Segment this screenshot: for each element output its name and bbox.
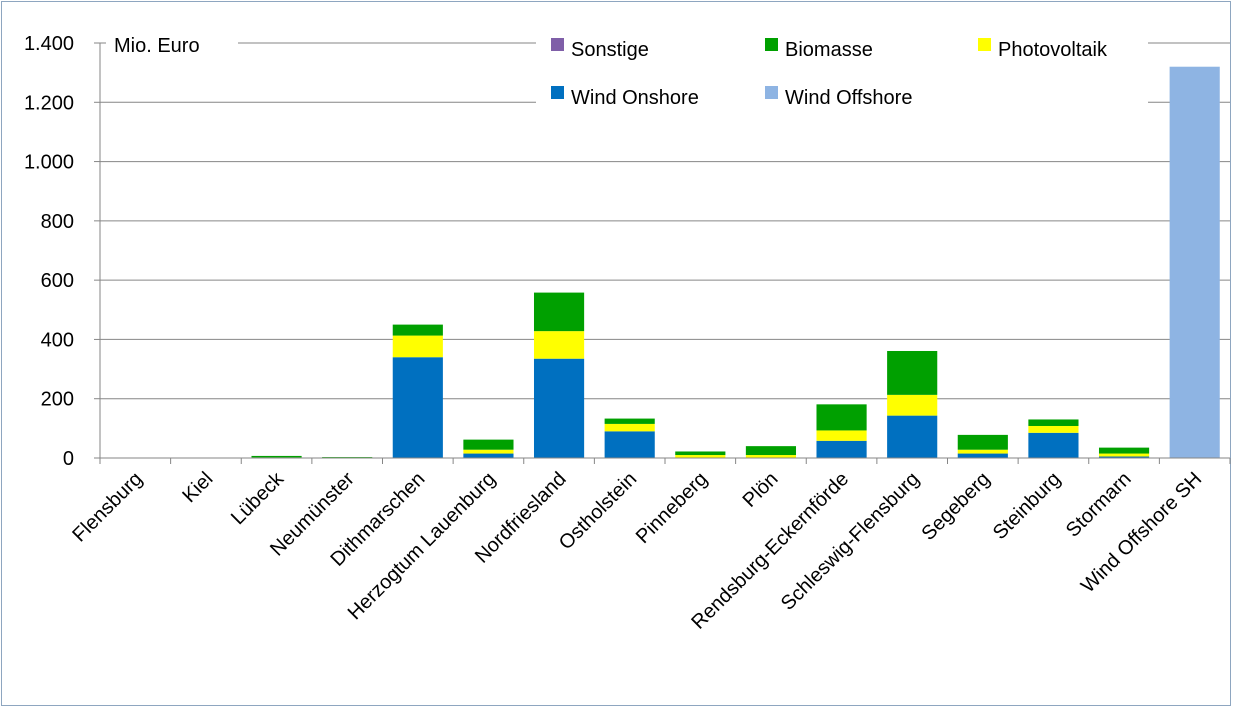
y-tick-label: 1.000 [24, 152, 74, 174]
bar-segment-photovoltaik [745, 455, 797, 458]
bar-segment-wind-onshore [392, 357, 443, 458]
bar-segment-photovoltaik [604, 423, 655, 432]
bar-segment-wind-onshore [463, 453, 514, 458]
bar-segment-biomasse [392, 324, 443, 336]
y-tick-label: 1.200 [24, 92, 74, 114]
bar-segment-photovoltaik [675, 455, 726, 458]
bar-segment-photovoltaik [1028, 425, 1079, 433]
legend-label: Wind Offshore [785, 87, 912, 109]
bar-segment-biomasse [1098, 447, 1150, 454]
bar-segment-wind-offshore [1169, 66, 1220, 458]
bar-segment-wind-onshore [887, 415, 938, 458]
bar-segment-biomasse [533, 292, 585, 332]
bar-segment-photovoltaik [392, 335, 443, 358]
bar-segment-biomasse [887, 350, 938, 395]
bar-segment-wind-onshore [1098, 456, 1150, 458]
x-tick-label: Lübeck [227, 467, 289, 529]
y-tick-label: 1.400 [24, 33, 74, 55]
legend-swatch [765, 38, 778, 51]
y-tick-label: 0 [63, 448, 74, 470]
bar-segment-photovoltaik [533, 331, 585, 359]
y-tick-label: 800 [41, 211, 74, 233]
bars [251, 66, 1220, 458]
bar-segment-wind-onshore [816, 440, 867, 458]
bar-segment-biomasse [957, 434, 1008, 450]
bar-segment-biomasse [463, 439, 514, 450]
legend-label: Sonstige [571, 39, 649, 61]
bar-segment-biomasse [675, 451, 726, 456]
bar-segment-photovoltaik [816, 430, 867, 441]
x-tick-label: Stormarn [1062, 468, 1136, 542]
y-tick-label: 200 [41, 389, 74, 411]
unit-label: Mio. Euro [114, 35, 200, 57]
bar-segment-biomasse [251, 455, 302, 458]
x-tick-label: Plön [739, 468, 783, 512]
x-tick-label: Schleswig-Flensburg [777, 468, 924, 615]
bar-segment-wind-onshore [533, 358, 585, 458]
legend-background [536, 30, 1148, 120]
legend-swatch [978, 38, 991, 51]
x-tick-label: Kiel [178, 468, 217, 507]
bar-segment-wind-onshore [957, 453, 1008, 458]
bar-segment-photovoltaik [463, 449, 514, 454]
bar-segment-wind-onshore [1028, 432, 1079, 458]
bar-segment-biomasse [816, 404, 867, 431]
unit-label-background [106, 30, 238, 60]
axes: 0 200 400 600 800 1.000 1.200 1.400 Flensburg Kie… [24, 33, 1231, 634]
bar-segment-photovoltaik [887, 394, 938, 416]
legend-swatch [765, 86, 778, 99]
bar-segment-biomasse [604, 418, 655, 424]
bar-segment-biomasse [322, 457, 373, 458]
legend-label: Biomasse [785, 39, 873, 61]
bar-segment-biomasse [1028, 419, 1079, 426]
x-tick-label: Wind Offshore SH [1077, 468, 1206, 597]
y-tick-label: 600 [41, 270, 74, 292]
bar-segment-photovoltaik [1098, 453, 1150, 457]
y-tick-label: 400 [41, 329, 74, 351]
x-tick-label: Segeberg [917, 468, 994, 545]
legend-swatch [551, 86, 564, 99]
legend-label: Photovoltaik [998, 39, 1108, 61]
bar-segment-photovoltaik [957, 449, 1008, 454]
legend-label: Wind Onshore [571, 87, 699, 109]
bar-segment-biomasse [745, 446, 797, 456]
bar-segment-wind-onshore [604, 431, 655, 458]
x-tick-label: Steinburg [989, 468, 1065, 544]
x-tick-label: Flensburg [68, 468, 146, 546]
legend: Sonstige Biomasse Photovoltaik Wind Onshore… [536, 30, 1148, 120]
x-tick-label: Pinneberg [632, 468, 712, 548]
legend-swatch [551, 38, 564, 51]
